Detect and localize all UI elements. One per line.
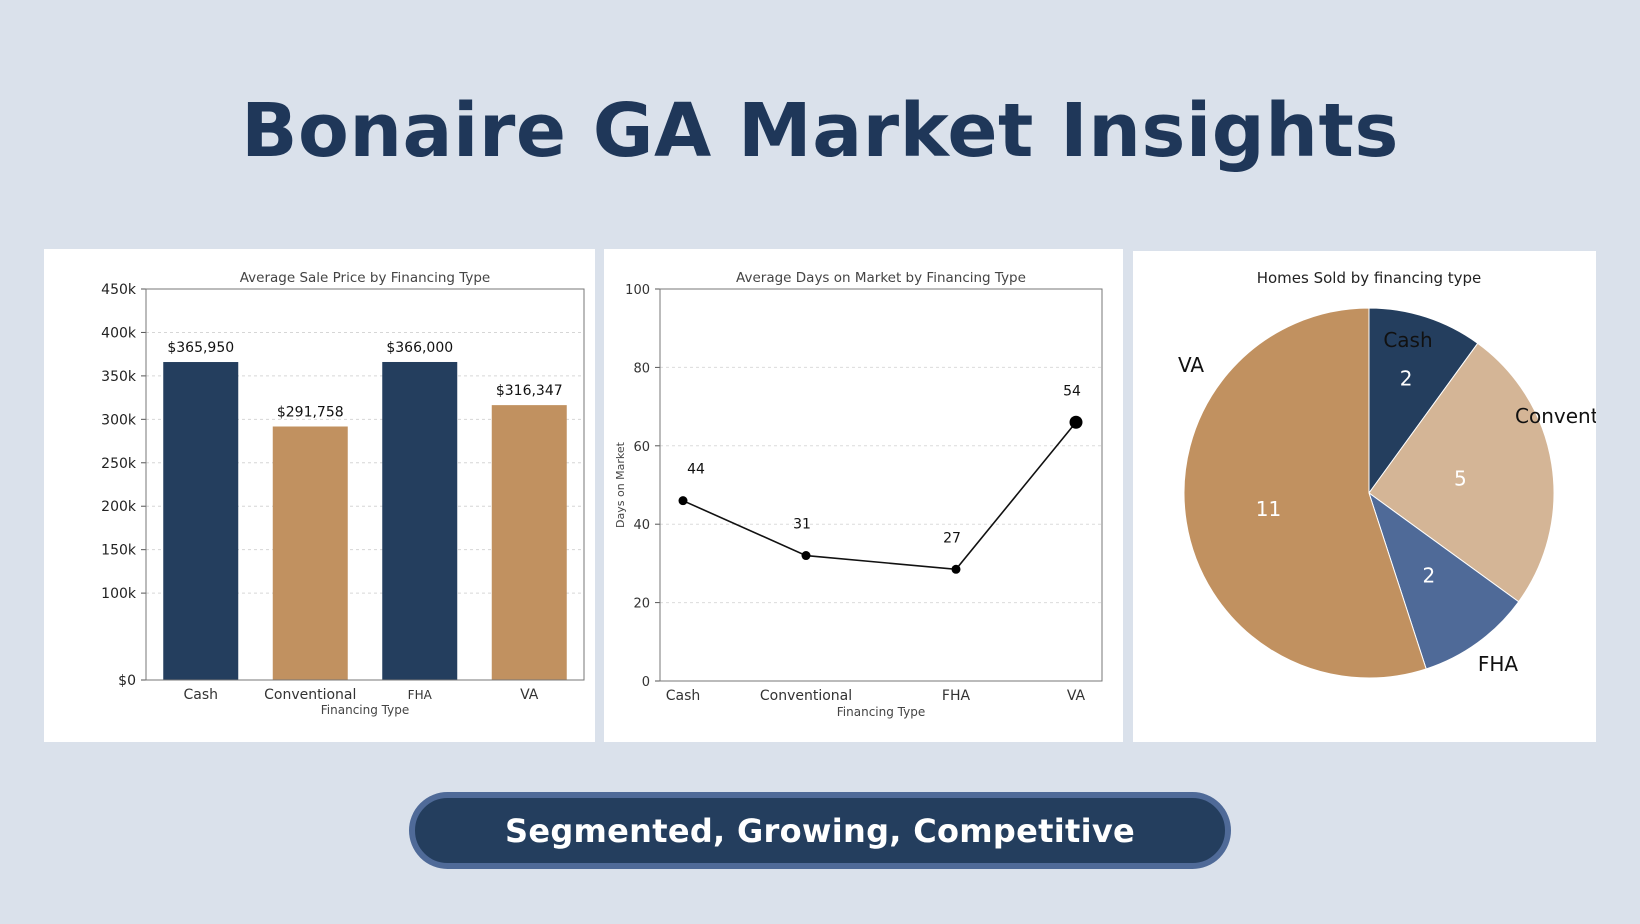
pie-chart: 2 5 2 11 Cash Conventional FHA VA Homes Sold by … xyxy=(1178,269,1596,679)
y-tick-label: 100 xyxy=(625,283,650,298)
tagline-banner: Segmented, Growing, Competitive xyxy=(409,792,1231,869)
series-line xyxy=(682,421,1077,571)
x-tick-label: VA xyxy=(520,687,539,703)
y-tick-label: 100k xyxy=(101,586,137,602)
pie-slice xyxy=(1368,307,1479,495)
slice-value-label: 2 xyxy=(1400,367,1413,391)
data-label: 44 xyxy=(687,462,705,478)
tagline-text: Segmented, Growing, Competitive xyxy=(504,811,1136,850)
bar-chart: $0 100k 150k 200k 250k 300k 350k 400k 450k $365,9… xyxy=(101,270,585,717)
y-tick-label: 20 xyxy=(633,597,650,612)
data-point xyxy=(1069,415,1083,429)
bar xyxy=(491,405,567,680)
x-tick-label: FHA xyxy=(942,688,971,704)
bar xyxy=(163,362,239,680)
x-tick-label: Conventional xyxy=(264,687,356,703)
x-tick-label: Cash xyxy=(183,687,218,703)
y-tick-label: 400k xyxy=(101,325,137,341)
slice-value-label: 5 xyxy=(1454,467,1467,491)
slice-category-label: VA xyxy=(1178,353,1204,377)
y-tick-label: 40 xyxy=(633,518,650,533)
pie-chart-panel: 2 5 2 11 Cash Conventional FHA VA Homes Sold by … xyxy=(1133,251,1596,742)
y-tick-label: 60 xyxy=(633,440,650,455)
data-label: 31 xyxy=(793,517,811,533)
y-axis-label: Days on Market xyxy=(614,441,627,528)
line-chart: 0 20 40 60 80 100 44 Cash 31 Conventional 27 FHA 54 V… xyxy=(614,270,1103,719)
slice-value-label: 11 xyxy=(1256,497,1281,521)
y-tick-label: 450k xyxy=(101,282,137,298)
plot-frame xyxy=(659,288,1103,682)
pie-slice xyxy=(1368,342,1555,603)
line-chart-panel: 0 20 40 60 80 100 44 Cash 31 Conventional 27 FHA 54 V… xyxy=(604,249,1123,742)
pie-slice xyxy=(1183,307,1427,679)
y-tick-label: $0 xyxy=(118,673,136,689)
data-label: $365,950 xyxy=(167,340,234,356)
chart-title: Average Days on Market by Financing Type xyxy=(736,270,1026,286)
bar-chart-panel: $0 100k 150k 200k 250k 300k 350k 400k 450k $365,9… xyxy=(44,249,595,742)
data-label: 54 xyxy=(1063,383,1081,399)
x-tick-label: FHA xyxy=(408,688,433,702)
slice-category-label: Cash xyxy=(1383,328,1432,352)
y-tick-label: 150k xyxy=(101,543,137,559)
x-tick-label: Cash xyxy=(666,688,701,704)
plot-frame xyxy=(145,288,585,681)
y-tick-label: 250k xyxy=(101,456,137,472)
data-point xyxy=(951,564,961,574)
bar xyxy=(382,361,458,680)
y-tick-label: 300k xyxy=(101,412,137,428)
y-tick-label: 200k xyxy=(101,499,137,515)
pie-slice xyxy=(1368,491,1520,670)
y-tick-label: 80 xyxy=(633,361,650,376)
page-title: Bonaire GA Market Insights xyxy=(241,88,1399,174)
slice-value-label: 2 xyxy=(1422,563,1435,587)
data-label: $291,758 xyxy=(277,404,344,420)
chart-title: Homes Sold by financing type xyxy=(1257,269,1482,287)
y-tick-label: 0 xyxy=(642,675,650,690)
slice-category-label: Conventional xyxy=(1515,404,1596,428)
bar xyxy=(272,426,348,680)
data-label: 27 xyxy=(943,530,961,546)
x-tick-label: VA xyxy=(1067,688,1086,704)
x-tick-label: Conventional xyxy=(760,688,852,704)
x-axis-label: Financing Type xyxy=(837,705,925,719)
data-label: $366,000 xyxy=(386,340,453,356)
x-axis-label: Financing Type xyxy=(321,703,409,717)
data-point xyxy=(801,551,811,561)
data-label: $316,347 xyxy=(496,383,563,399)
y-tick-label: 350k xyxy=(101,369,137,385)
chart-title: Average Sale Price by Financing Type xyxy=(240,270,491,286)
slice-category-label: FHA xyxy=(1478,652,1519,676)
data-point xyxy=(678,496,688,506)
